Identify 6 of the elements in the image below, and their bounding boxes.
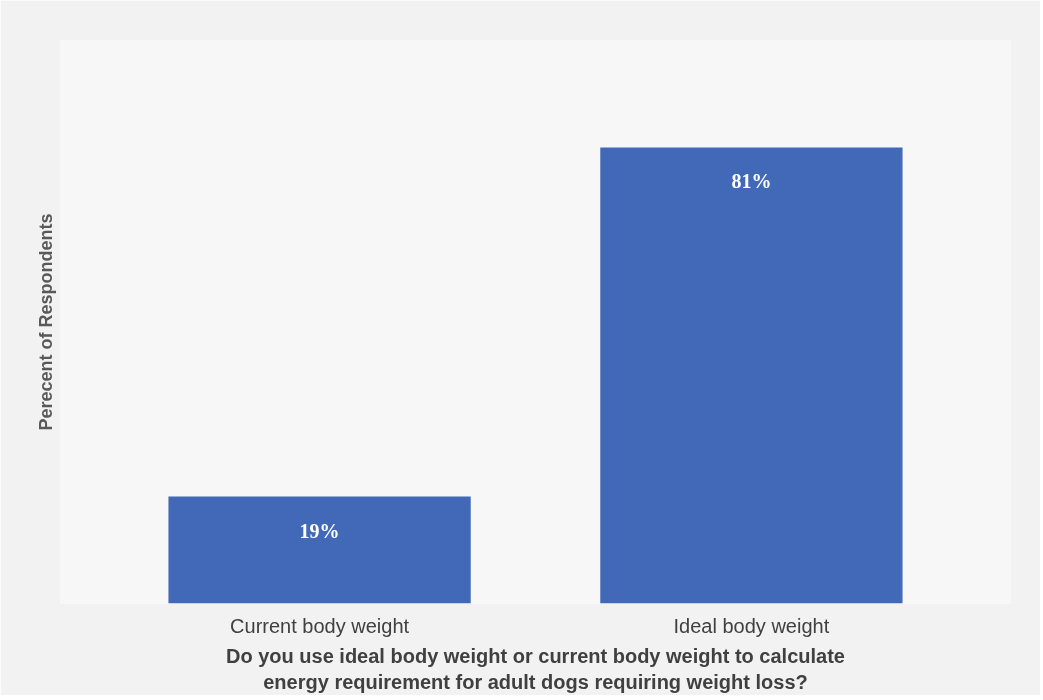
x-tick-label: Ideal body weight <box>673 614 830 637</box>
data-label: 81% <box>731 170 772 193</box>
x-tick-label: Current body weight <box>230 614 410 637</box>
data-label: 19% <box>299 519 340 542</box>
y-axis-title: Perecent of Respondents <box>35 213 56 431</box>
x-axis-title: Do you use ideal body weight or current body weight to calculate energy requirement for adult dogs requiring weight loss? <box>226 644 845 693</box>
